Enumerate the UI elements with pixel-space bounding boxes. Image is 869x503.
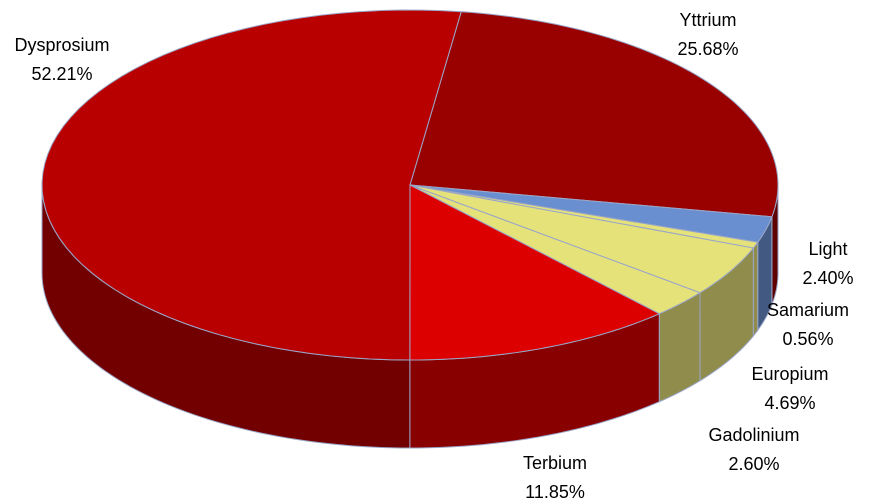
slice-value-label: 4.69% bbox=[764, 393, 815, 413]
slice-value-label: 25.68% bbox=[677, 39, 738, 59]
slice-label: Europium bbox=[751, 364, 828, 384]
slice-label: Terbium bbox=[523, 453, 587, 473]
slice bbox=[409, 11, 779, 218]
slice-label: Samarium bbox=[767, 300, 849, 320]
slice-value-label: 11.85% bbox=[525, 482, 585, 502]
slice-value-label: 2.40% bbox=[802, 268, 853, 288]
slice-value-label: 2.60% bbox=[728, 454, 779, 474]
slice-label: Light bbox=[808, 239, 847, 259]
slice-value-label: 0.56% bbox=[782, 329, 833, 349]
slice-label: Gadolinium bbox=[708, 425, 799, 445]
slice bbox=[41, 9, 462, 361]
slice bbox=[409, 184, 661, 361]
slice bbox=[409, 184, 702, 315]
slice-label: Dysprosium bbox=[14, 35, 109, 55]
slice-side bbox=[752, 240, 759, 338]
slice bbox=[409, 184, 755, 294]
slice-value-label: 52.21% bbox=[31, 64, 92, 84]
slice bbox=[409, 184, 773, 243]
slice-label: Yttrium bbox=[679, 10, 736, 30]
